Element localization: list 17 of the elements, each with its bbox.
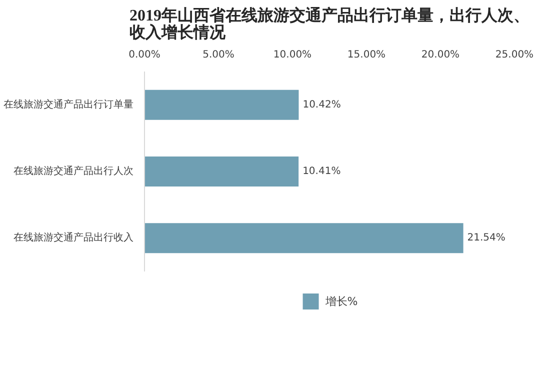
chart-title: 2019年山西省在线旅游交通产品出行订单量，出行人次、收入增长情况 [130, 6, 530, 42]
legend-label: 增长% [325, 294, 358, 308]
x-tick-label: 15.00% [347, 50, 386, 60]
bar [144, 90, 299, 120]
x-tick-label: 0.00% [128, 50, 160, 60]
y-tick-label: 在线旅游交通产品出行收入 [14, 232, 134, 244]
y-tick-label: 在线旅游交通产品出行人次 [14, 165, 134, 177]
x-tick-label: 10.00% [273, 50, 312, 60]
x-tick-label: 25.00% [495, 50, 534, 60]
x-tick-label: 20.00% [421, 50, 460, 60]
bar [144, 156, 299, 186]
y-tick-label: 在线旅游交通产品出行订单量 [4, 98, 134, 110]
data-label: 21.54% [467, 232, 506, 244]
x-tick-label: 5.00% [202, 50, 234, 60]
bar [144, 223, 464, 254]
data-label: 10.42% [302, 99, 341, 110]
data-label: 10.41% [302, 166, 341, 177]
